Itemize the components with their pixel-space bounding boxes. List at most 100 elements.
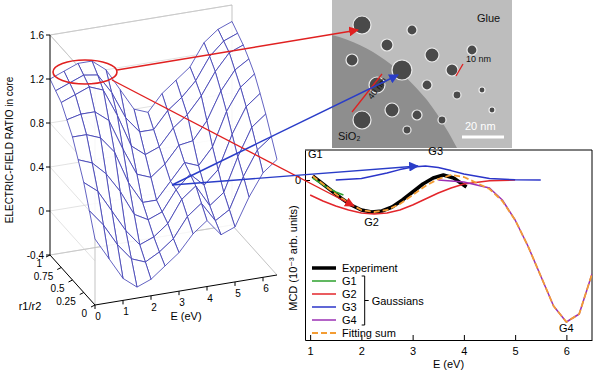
x-tick	[123, 300, 124, 304]
legend-swatch	[312, 280, 336, 282]
z-tick-label: 0.8	[30, 118, 44, 129]
z-tick	[46, 79, 50, 80]
legend: ExperimentG1G2G3G4Fitting sumGaussians	[312, 262, 424, 339]
z-tick-label: 1.6	[30, 30, 44, 41]
annotation: G2	[364, 216, 379, 228]
nanoparticle	[479, 87, 485, 93]
tick-mark	[515, 335, 516, 340]
connector-arrow	[172, 75, 398, 185]
legend-swatch	[312, 293, 336, 295]
nanoparticle	[446, 64, 458, 76]
micrograph-label: Glue	[477, 12, 500, 24]
z-tick	[46, 35, 50, 36]
plot-lines	[310, 166, 592, 322]
highlight-ellipse	[53, 60, 117, 84]
size-marker	[456, 64, 463, 76]
nanoparticle	[422, 80, 432, 90]
connector-arrow	[112, 80, 354, 206]
series-line	[438, 180, 592, 322]
plot-background	[305, 150, 592, 340]
legend-label: Fitting sum	[342, 327, 396, 339]
nanoparticle	[453, 91, 461, 99]
z-tick	[46, 167, 50, 168]
y-axis-title: r1/r2	[19, 300, 42, 312]
tick-label: 5	[513, 345, 519, 357]
series-line	[313, 175, 592, 322]
legend-label: G1	[342, 275, 357, 287]
mcd-plot: 1234560G1G2G3G4ExperimentG1G2G3G4Fitting…	[287, 145, 593, 370]
tick-mark	[413, 335, 414, 340]
surface-cell	[73, 135, 93, 163]
y-tick-label: 0.75	[34, 271, 54, 282]
nanoparticle	[407, 25, 417, 35]
annotation: G4	[559, 322, 574, 334]
legend-label: G4	[342, 314, 357, 326]
tick-mark	[310, 335, 311, 340]
surface-cell	[89, 211, 109, 259]
legend-swatch	[312, 306, 336, 308]
frame	[592, 150, 593, 340]
grid-line	[50, 211, 95, 261]
x-tick	[235, 282, 236, 286]
x-axis-title: E (eV)	[433, 358, 464, 370]
connector-arrow	[117, 30, 358, 70]
x-tick-label: 6	[263, 283, 269, 294]
series-line	[310, 180, 515, 214]
x-axis-tick: 6	[564, 335, 570, 357]
tick-mark	[464, 335, 465, 340]
nanoparticle	[381, 39, 393, 51]
z-tick	[46, 255, 50, 256]
tick-label: 1	[308, 345, 314, 357]
legend-label: Experiment	[342, 262, 398, 274]
connectors	[53, 30, 418, 206]
annotation: G1	[308, 148, 323, 160]
x-axis-tick: 3	[410, 335, 416, 357]
legend-swatch	[312, 266, 336, 270]
z-tick-label: 1.2	[30, 74, 44, 85]
nanoparticle	[353, 16, 371, 34]
tick-mark	[566, 335, 567, 340]
z-tick-label: -0.4	[27, 250, 45, 261]
micrograph-label: 20 nm	[465, 120, 496, 132]
x-axis-line	[306, 340, 593, 341]
frame	[305, 150, 592, 151]
surface-axes: 012345600.250.50.751-0.400.40.81.21.6E (…	[4, 30, 277, 323]
legend-swatch	[312, 332, 336, 334]
box-edge	[50, 5, 232, 35]
x-tick-label: 1	[123, 306, 129, 317]
series-line	[336, 166, 541, 180]
tick-label: 6	[564, 345, 570, 357]
nanoparticle	[353, 111, 371, 129]
scale-bar	[462, 136, 504, 139]
surface-plot: 012345600.250.50.751-0.400.40.81.21.6E (…	[4, 5, 277, 322]
z-tick	[46, 123, 50, 124]
nanoparticle	[412, 110, 422, 120]
legend-bracket	[362, 276, 369, 325]
micrograph-label: SiO₂	[338, 130, 361, 142]
connector-arrow	[172, 166, 418, 185]
micrograph-image	[332, 0, 512, 148]
micrograph-label: 10 nm	[466, 54, 491, 64]
x-tick-label: 3	[179, 297, 185, 308]
z-tick	[46, 211, 50, 212]
nanoparticle	[438, 116, 446, 124]
x-axis-tick: 4	[461, 335, 467, 357]
x-tick	[179, 291, 180, 295]
surface-mesh	[50, 22, 277, 288]
x-tick-label: 0	[95, 311, 101, 322]
x-axis-line	[95, 275, 277, 305]
legend-swatch	[312, 319, 336, 321]
tick-label: 2	[359, 345, 365, 357]
y-tick	[46, 255, 50, 257]
x-axis-tick: 5	[513, 335, 519, 357]
nanoparticle	[346, 54, 358, 66]
x-tick-label: 2	[151, 302, 157, 313]
nanoparticle	[425, 48, 439, 62]
nanoparticle	[385, 103, 399, 117]
z-axis-title: ELECTRIC-FIELD RATIO in core	[4, 76, 15, 223]
x-tick	[151, 296, 152, 300]
x-axis-tick: 1	[308, 335, 314, 357]
x-tick	[207, 287, 208, 291]
legend-label: G3	[342, 301, 357, 313]
y-tick	[80, 293, 84, 295]
